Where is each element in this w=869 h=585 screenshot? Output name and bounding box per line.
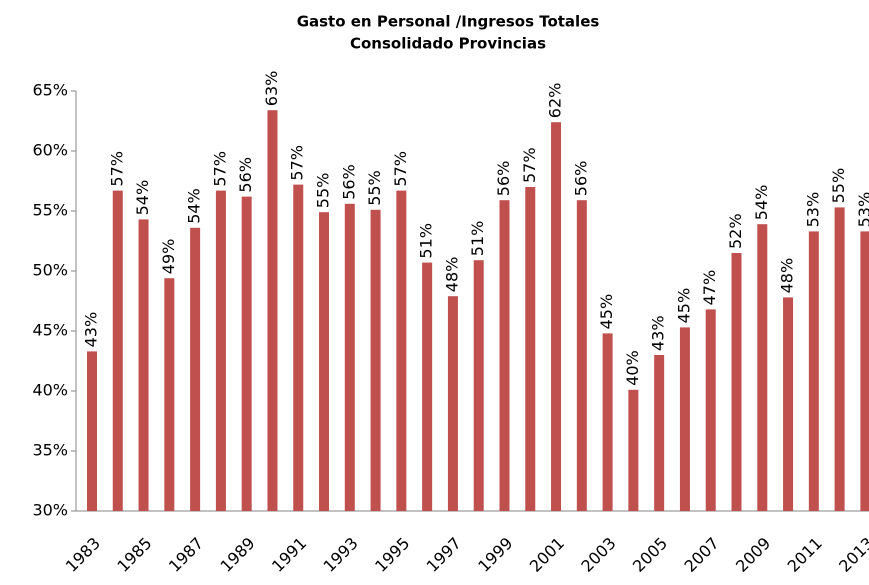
bar (447, 296, 458, 511)
x-tick-label: 1993 (320, 534, 362, 576)
bar (422, 262, 433, 511)
value-label: 43% (649, 315, 668, 351)
x-tick-label: 2007 (681, 534, 723, 576)
bar (370, 209, 381, 512)
value-label: 57% (391, 151, 410, 187)
bar (654, 355, 665, 511)
value-label: 55% (829, 168, 848, 204)
x-tick-label: 1989 (216, 534, 258, 576)
x-tick-label: 1995 (371, 534, 413, 576)
y-tick-label: 65% (32, 81, 68, 100)
bar (190, 227, 201, 512)
x-tick-label: 1997 (423, 534, 465, 576)
value-label: 54% (133, 180, 152, 216)
value-label: 48% (778, 258, 797, 294)
y-tick-label: 30% (32, 501, 68, 520)
value-label: 55% (314, 173, 333, 209)
value-label: 53% (855, 192, 869, 228)
value-label: 52% (726, 213, 745, 249)
value-label: 56% (236, 157, 255, 193)
bar (551, 122, 562, 511)
bar (241, 196, 252, 511)
bar (576, 200, 587, 511)
value-label: 63% (262, 71, 281, 107)
value-label: 40% (623, 350, 642, 386)
bar (834, 207, 845, 511)
y-tick-label: 35% (32, 441, 68, 460)
value-label: 45% (597, 294, 616, 330)
bar (293, 184, 304, 511)
chart-title: Gasto en Personal /Ingresos Totales (297, 13, 600, 31)
x-tick-label: 1991 (268, 534, 310, 576)
bar (628, 389, 639, 511)
bar (138, 219, 149, 511)
bar (602, 333, 613, 511)
value-label: 57% (210, 151, 229, 187)
value-label: 56% (571, 161, 590, 197)
bar (757, 224, 768, 511)
value-label: 54% (185, 188, 204, 224)
y-tick-label: 45% (32, 321, 68, 340)
x-tick-label: 2001 (526, 534, 568, 576)
value-label: 49% (159, 239, 178, 275)
bar (164, 278, 175, 511)
bar (783, 297, 794, 511)
x-tick-label: 2003 (577, 534, 619, 576)
y-tick-label: 50% (32, 261, 68, 280)
bar (344, 203, 355, 512)
bar (396, 190, 407, 511)
value-label: 56% (494, 161, 513, 197)
x-tick-label: 1999 (474, 534, 516, 576)
y-tick-label: 40% (32, 381, 68, 400)
value-label: 53% (803, 192, 822, 228)
bar (87, 351, 97, 511)
bar (112, 190, 123, 511)
value-label: 57% (107, 151, 126, 187)
bar (525, 187, 536, 511)
value-label: 47% (700, 270, 719, 306)
bar (705, 309, 716, 511)
x-tick-label: 2005 (629, 534, 671, 576)
value-label: 57% (520, 147, 539, 183)
bar (499, 200, 510, 511)
bar (731, 253, 742, 511)
value-label: 45% (674, 288, 693, 324)
x-tick-label: 1983 (62, 534, 104, 576)
value-label: 51% (468, 221, 487, 257)
x-tick-label: 1985 (113, 534, 155, 576)
x-tick-label: 2013 (835, 534, 869, 576)
value-label: 54% (752, 185, 771, 221)
value-label: 55% (365, 170, 384, 206)
bar (473, 260, 484, 511)
bar (808, 231, 819, 511)
y-tick-label: 55% (32, 201, 68, 220)
chart-subtitle: Consolidado Provincias (350, 35, 546, 53)
value-label: 62% (546, 83, 565, 119)
bar (679, 327, 690, 511)
value-label: 56% (339, 164, 358, 200)
x-tick-label: 2011 (784, 534, 826, 576)
y-tick-label: 60% (32, 141, 68, 160)
value-label: 57% (288, 145, 307, 181)
bar (215, 190, 226, 511)
x-tick-label: 2009 (732, 534, 774, 576)
bar (319, 212, 330, 511)
value-label: 48% (442, 257, 461, 293)
x-tick-label: 1987 (165, 534, 207, 576)
value-label: 43% (82, 312, 101, 348)
value-label: 51% (417, 223, 436, 259)
bar (860, 231, 869, 511)
bar (267, 110, 278, 511)
